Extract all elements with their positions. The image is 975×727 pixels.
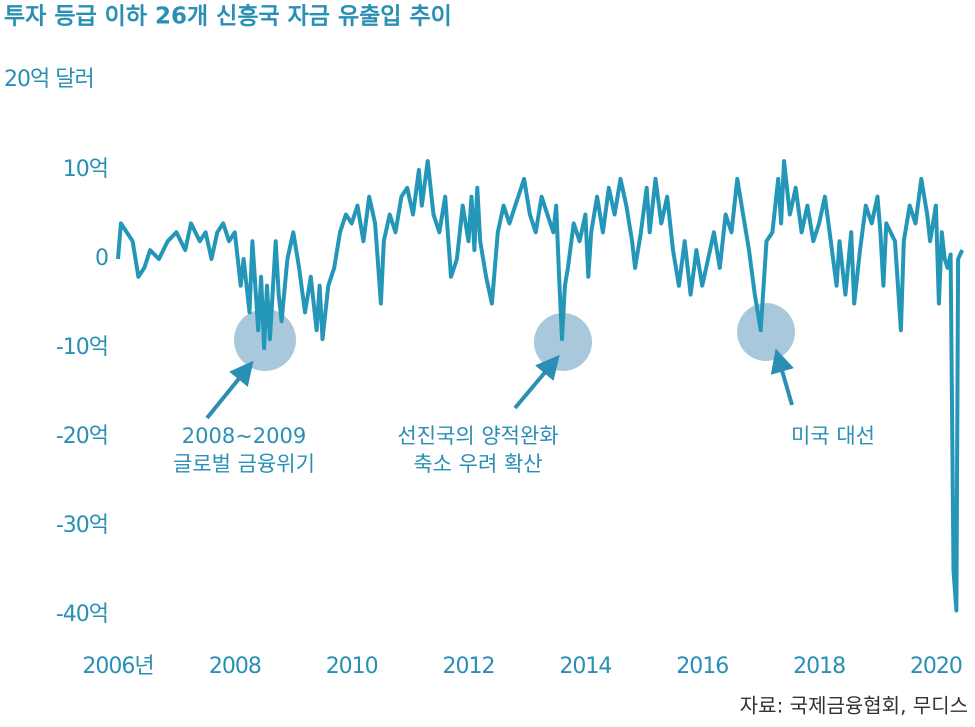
x-tick-label: 2008 [209, 654, 261, 679]
y-tick-label: -30억 [56, 513, 108, 538]
x-tick-label: 2006년 [82, 654, 153, 679]
x-tick-label: 2010 [326, 654, 378, 679]
arrow [513, 354, 560, 410]
annotation: 미국 대선 [791, 424, 875, 448]
annotation: 축소 우려 확산 [413, 452, 542, 476]
chart-title: 투자 등급 이하 26개 신흥국 자금 유출입 추이 [4, 4, 452, 30]
x-tick-label: 2020 [910, 654, 962, 679]
arrow [205, 360, 254, 420]
y-tick-label: -20억 [56, 424, 108, 449]
y-tick-label: -10억 [56, 335, 108, 360]
source: 자료: 국제금융협회, 무디스 [740, 694, 968, 718]
annotation: 선진국의 양적완화 [397, 424, 558, 448]
arrows [205, 348, 794, 420]
x-tick-label: 2014 [559, 654, 611, 679]
x-tick-label: 2012 [443, 654, 495, 679]
y-tick-label: -40억 [56, 602, 108, 627]
annotation: 글로벌 금융위기 [173, 452, 315, 476]
highlight-circle [737, 303, 795, 361]
arrow [770, 348, 794, 406]
plot [116, 159, 965, 613]
y-tick-label: 10억 [63, 157, 108, 182]
data-line [116, 159, 965, 613]
y-unit: 20억 달러 [4, 67, 94, 92]
y-tick-label: 0 [95, 246, 108, 271]
annotation-shapes [234, 303, 795, 371]
annotation: 2008~2009 [182, 424, 306, 448]
x-tick-label: 2016 [676, 654, 728, 679]
x-tick-label: 2018 [793, 654, 845, 679]
